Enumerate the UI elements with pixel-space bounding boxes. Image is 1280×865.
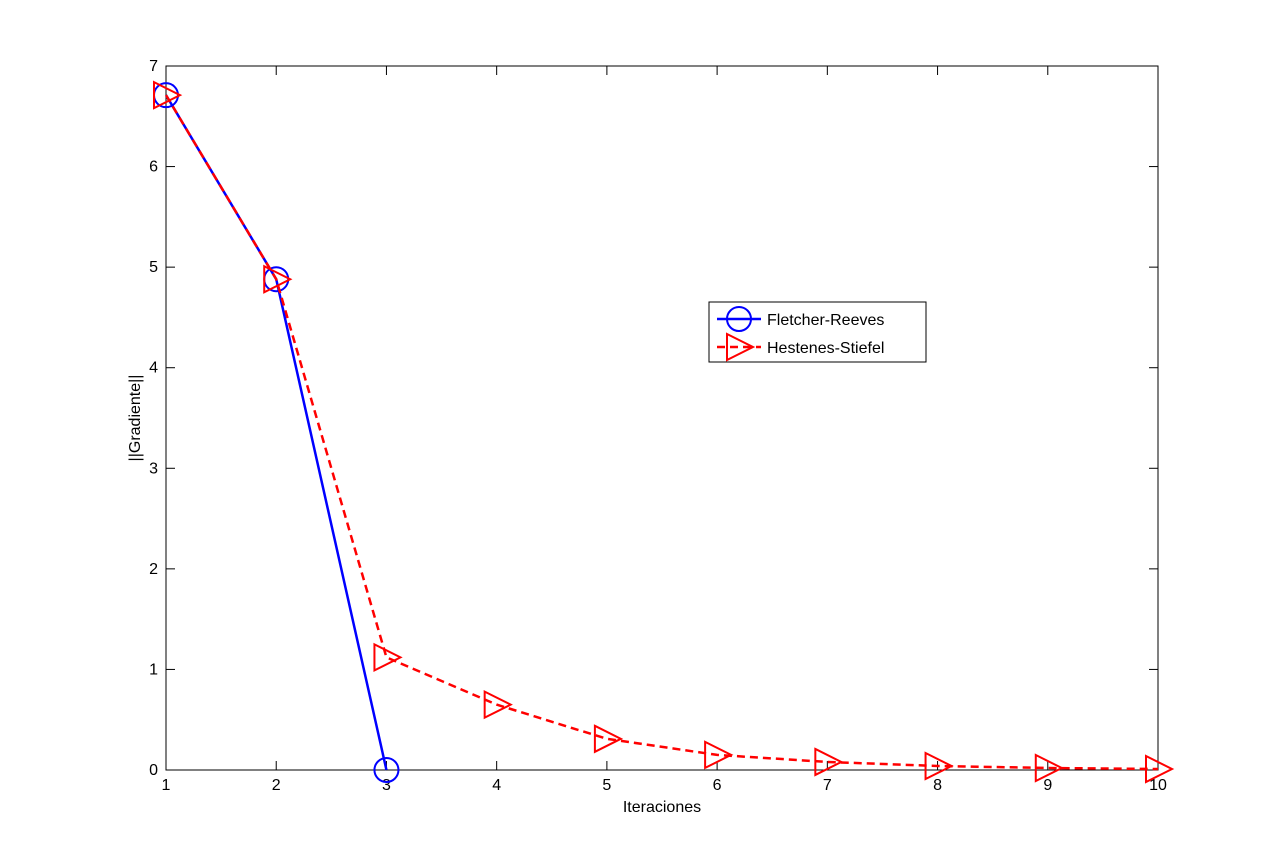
legend-marker bbox=[726, 332, 756, 362]
plot-area bbox=[165, 65, 1159, 771]
data-point bbox=[1034, 753, 1065, 783]
x-tick-label: 9 bbox=[1043, 777, 1052, 794]
y-tick-label: 2 bbox=[149, 561, 158, 578]
data-point bbox=[593, 724, 624, 754]
x-tick-label: 4 bbox=[492, 777, 501, 794]
legend-marker bbox=[726, 306, 752, 332]
x-tick-label: 5 bbox=[602, 777, 611, 794]
x-tick-label: 8 bbox=[933, 777, 942, 794]
x-tick-label: 2 bbox=[272, 777, 281, 794]
y-tick-label: 4 bbox=[149, 360, 158, 377]
data-point bbox=[373, 757, 400, 783]
data-point bbox=[704, 740, 734, 770]
x-tick-label: 1 bbox=[162, 777, 171, 794]
series-line bbox=[164, 94, 1159, 771]
legend: Fletcher-Reeves Hestenes-Stiefel bbox=[708, 301, 927, 363]
x-tick-label: 3 bbox=[382, 777, 391, 794]
y-tick-label: 5 bbox=[149, 259, 158, 276]
x-tick-label: 10 bbox=[1149, 777, 1167, 794]
legend-label: Fletcher-Reeves bbox=[767, 312, 884, 329]
y-tick-label: 6 bbox=[149, 159, 158, 176]
data-point bbox=[373, 642, 403, 672]
x-tick-label: 6 bbox=[713, 777, 722, 794]
x-axis-label: Iteraciones bbox=[623, 799, 701, 816]
data-point bbox=[924, 751, 954, 781]
y-axis-label: ||Gradiente|| bbox=[127, 375, 144, 462]
y-tick-label: 7 bbox=[149, 58, 158, 75]
data-point bbox=[814, 747, 844, 777]
data-point bbox=[483, 690, 513, 720]
data-point bbox=[153, 80, 183, 110]
y-tick-label: 3 bbox=[149, 460, 158, 477]
data-point bbox=[1145, 754, 1175, 784]
y-tick-label: 1 bbox=[149, 661, 158, 678]
legend-label: Hestenes-Stiefel bbox=[767, 340, 884, 357]
y-tick-label: 0 bbox=[149, 762, 158, 779]
data-point bbox=[263, 264, 293, 294]
x-tick-label: 7 bbox=[823, 777, 832, 794]
